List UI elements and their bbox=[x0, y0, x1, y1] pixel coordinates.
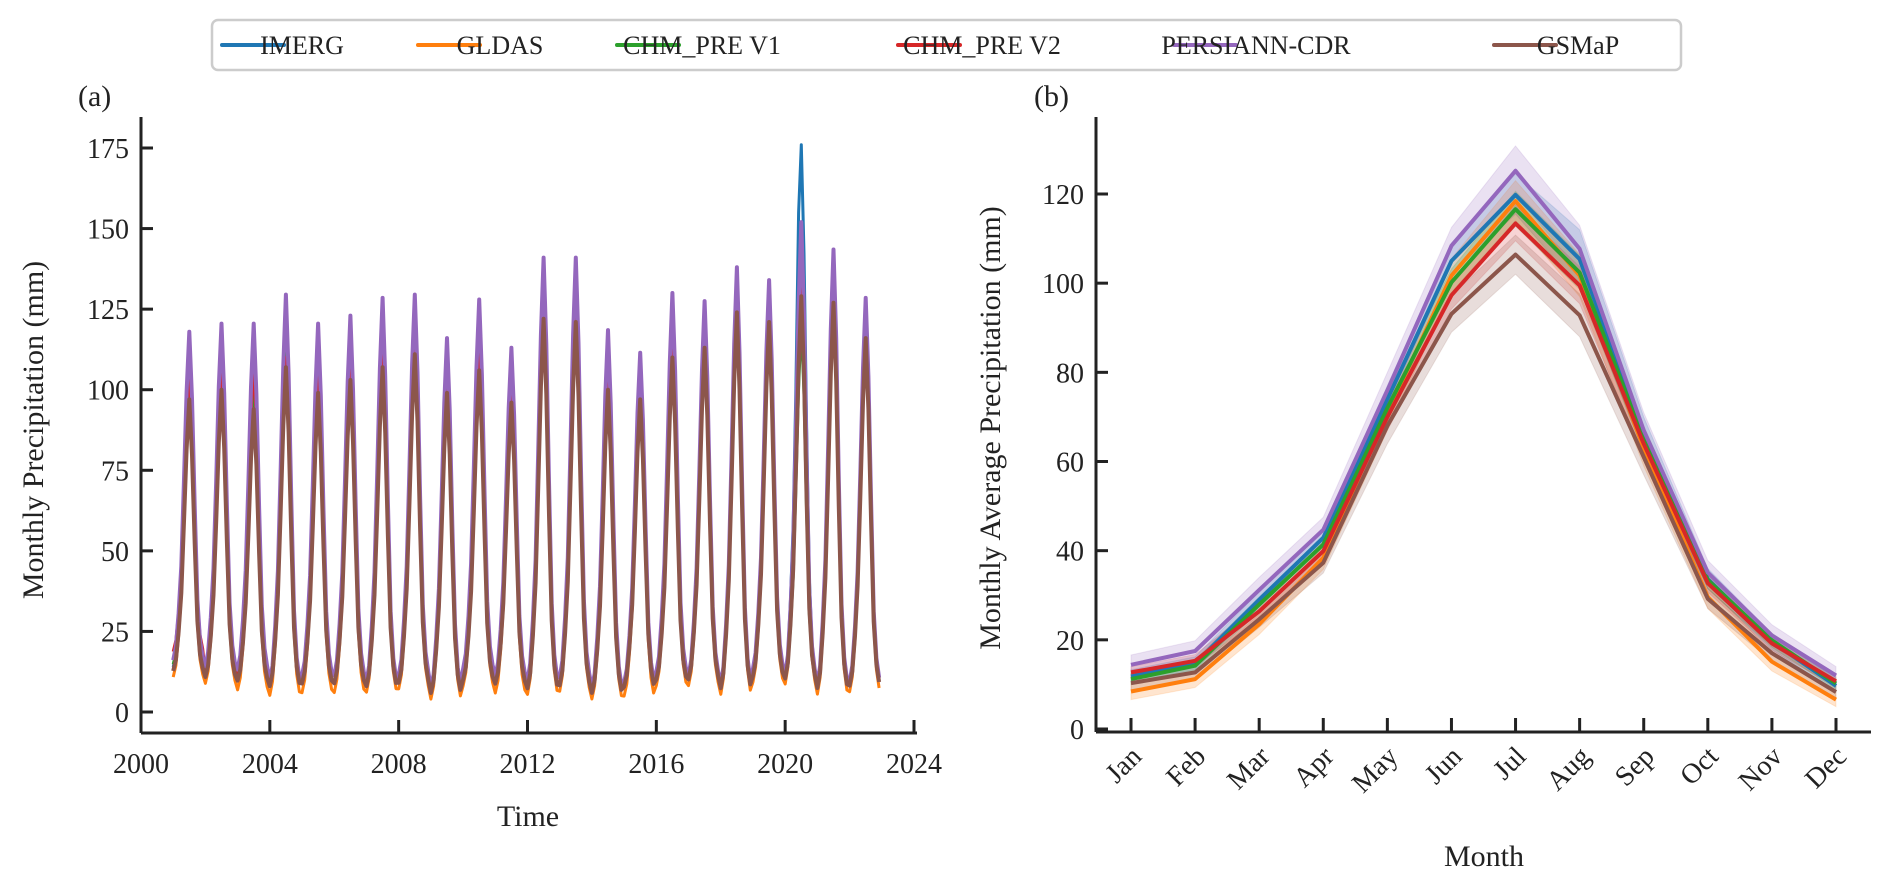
panel-a-time-series: (a) 0 25 50 75 100 125 150 175 2000 2004 2008 2012… bbox=[17, 80, 942, 833]
panel-b-x-tick-label: May bbox=[1346, 741, 1404, 799]
panel-b-monthly-average: (b) 0 20 40 60 80 100 120 Jan Feb Mar Apr May Jun Ju… bbox=[974, 80, 1871, 873]
panel-b-x-tick-label: Sep bbox=[1609, 741, 1661, 793]
panel-b-y-tick-label: 100 bbox=[1042, 269, 1084, 300]
panel-b-x-tick-label: Jun bbox=[1419, 741, 1468, 790]
legend-item: PERSIANN-CDR bbox=[1161, 31, 1351, 60]
legend: IMERG GLDAS CHM_PRE V1 CHM_PRE V2 PERSIANN-C… bbox=[210, 18, 1683, 72]
panel-a-x-tick-label: 2004 bbox=[242, 749, 298, 780]
panel-b-y-axis-title: Monthly Average Precipitation (mm) bbox=[974, 206, 1007, 650]
panel-b-x-tick-label: Jan bbox=[1100, 741, 1148, 789]
legend-label: GLDAS bbox=[457, 31, 544, 60]
legend-item: CHM_PRE V1 bbox=[615, 31, 781, 60]
legend-item: GLDAS bbox=[416, 31, 544, 60]
panel-a-x-tick-label: 2016 bbox=[628, 749, 684, 780]
legend-label: GSMaP bbox=[1537, 31, 1619, 60]
panel-a-y-tick-label: 150 bbox=[87, 215, 129, 246]
panel-b-y-tick-label: 120 bbox=[1042, 180, 1084, 211]
panel-b-series-line-persiann-cdr bbox=[1130, 168, 1838, 678]
panel-b-series-lines bbox=[1130, 168, 1838, 702]
panel-a-y-axis-title: Monthly Precipitation (mm) bbox=[17, 261, 50, 599]
panel-b-x-tick-label: Apr bbox=[1288, 741, 1341, 794]
panel-b-y-tick-label: 40 bbox=[1056, 537, 1084, 568]
panel-b-x-tick-label: Dec bbox=[1799, 741, 1853, 795]
panel-a-x-tick-label: 2008 bbox=[371, 749, 427, 780]
panel-a-x-tick-label: 2020 bbox=[757, 749, 813, 780]
panel-b-x-tick-label: Feb bbox=[1160, 741, 1212, 793]
legend-item: IMERG bbox=[220, 31, 344, 60]
legend-label: CHM_PRE V2 bbox=[903, 31, 1061, 60]
panel-b-series-line-chm-pre-v2 bbox=[1130, 221, 1838, 684]
panel-b-x-tick-label: Jul bbox=[1487, 741, 1532, 786]
panel-b-x-tick-label: Mar bbox=[1221, 741, 1276, 796]
panel-a-plot-area bbox=[171, 143, 882, 701]
legend-item: GSMaP bbox=[1492, 31, 1619, 60]
panel-a-x-tick-label: 2012 bbox=[500, 749, 556, 780]
panel-b-series-line-gsmap bbox=[1130, 252, 1838, 694]
legend-item: CHM_PRE V2 bbox=[896, 31, 1061, 60]
legend-label: PERSIANN-CDR bbox=[1161, 31, 1351, 60]
legend-label: CHM_PRE V1 bbox=[623, 31, 781, 60]
panel-b-y-tick-label: 80 bbox=[1056, 358, 1084, 389]
panel-a-x-tick-label: 2000 bbox=[113, 749, 169, 780]
panel-b-y-tick-label: 0 bbox=[1070, 715, 1084, 746]
panel-b-x-axis-title: Month bbox=[1444, 840, 1524, 873]
panel-a-label: (a) bbox=[78, 80, 111, 113]
panel-a-x-tick-label: 2024 bbox=[886, 749, 942, 780]
panel-b-series-line-chm-pre-v1 bbox=[1130, 207, 1838, 686]
legend-label: IMERG bbox=[260, 31, 344, 60]
panel-a-y-tick-label: 50 bbox=[101, 537, 129, 568]
panel-a-y-tick-label: 25 bbox=[101, 617, 129, 648]
panel-b-x-tick-label: Nov bbox=[1733, 741, 1789, 797]
panel-b-x-tick-label: Aug bbox=[1541, 741, 1597, 797]
panel-a-y-tick-label: 0 bbox=[115, 698, 129, 729]
panel-b-x-tick-label: Oct bbox=[1674, 741, 1725, 792]
panel-b-y-tick-label: 20 bbox=[1056, 626, 1084, 657]
panel-a-y-tick-label: 100 bbox=[87, 376, 129, 407]
panel-b-label: (b) bbox=[1034, 80, 1069, 113]
panel-b-y-tick-label: 60 bbox=[1056, 448, 1084, 479]
panel-a-series-line-gsmap bbox=[171, 294, 882, 695]
panel-a-y-tick-label: 125 bbox=[87, 295, 129, 326]
panel-a-y-tick-label: 175 bbox=[87, 134, 129, 165]
panel-a-y-tick-label: 75 bbox=[101, 456, 129, 487]
panel-a-x-axis-title: Time bbox=[497, 800, 559, 833]
